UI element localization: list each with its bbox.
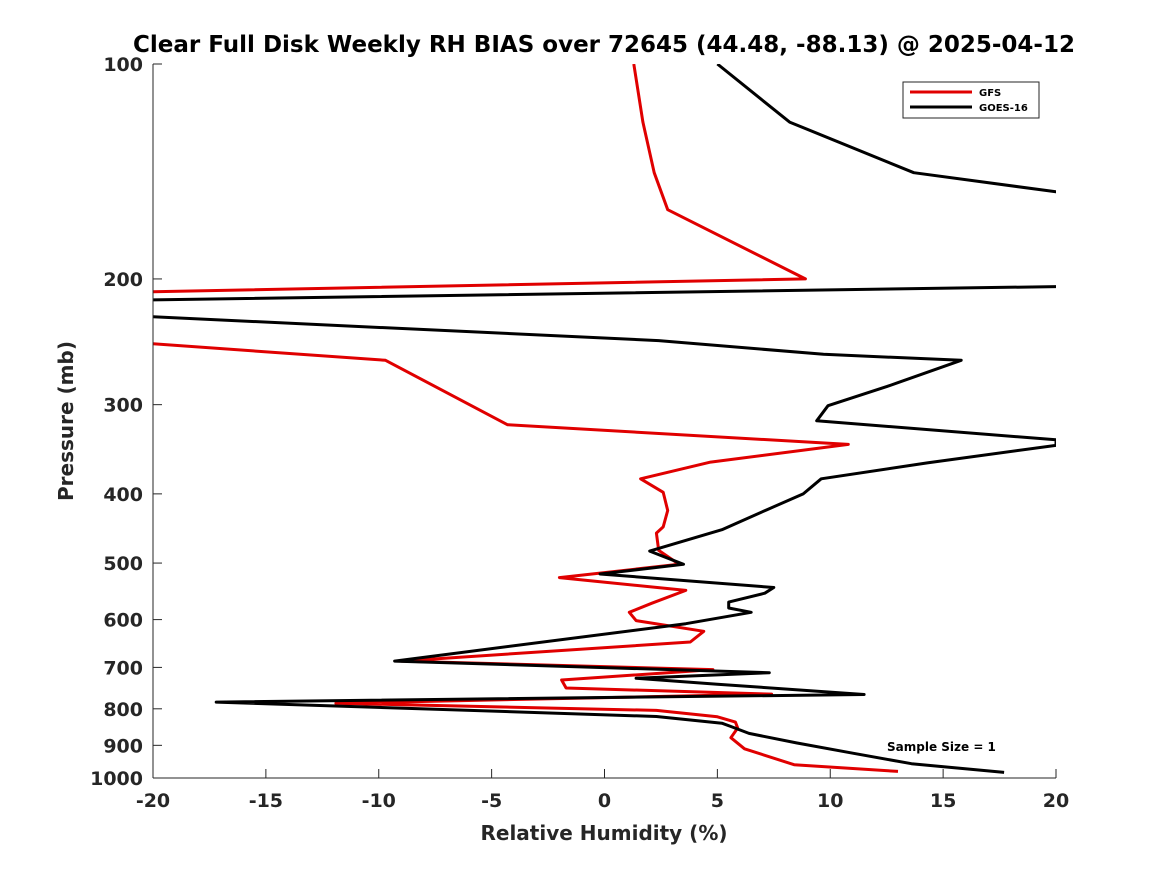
y-tick-label: 900 — [103, 735, 143, 757]
plot-frame — [153, 64, 1056, 778]
series-line-goes16 — [153, 64, 1056, 774]
y-tick-label: 200 — [103, 269, 143, 291]
plot-area — [153, 64, 1056, 774]
y-tick-label: 300 — [103, 395, 143, 417]
y-axis-label: Pressure (mb) — [54, 341, 78, 501]
legend-box — [902, 81, 1040, 119]
x-tick-label: 15 — [930, 790, 956, 812]
x-tick-label: 20 — [1043, 790, 1069, 812]
x-tick-label: -10 — [362, 790, 396, 812]
x-tick-label: 0 — [598, 790, 611, 812]
chart-title: Clear Full Disk Weekly RH BIAS over 7264… — [133, 32, 1075, 58]
x-axis-label: Relative Humidity (%) — [480, 821, 727, 845]
y-tick-label: 1000 — [90, 768, 143, 790]
y-tick-label: 400 — [103, 484, 143, 506]
series-line-gfs — [153, 64, 899, 773]
y-tick-label: 100 — [103, 54, 143, 76]
legend: GFS GOES-16 — [902, 81, 1040, 119]
sample-size-annotation: Sample Size = 1 — [887, 740, 996, 754]
x-tick-label: -5 — [481, 790, 502, 812]
y-tick-label: 500 — [103, 553, 143, 575]
legend-label-gfs: GFS — [979, 88, 1001, 99]
x-tick-label: -20 — [136, 790, 170, 812]
y-axis-ticks: 100 200 300 400 500 600 700 800 900 1000 — [90, 54, 162, 790]
y-tick-label: 800 — [103, 699, 143, 721]
x-tick-label: 5 — [711, 790, 724, 812]
x-tick-label: -15 — [249, 790, 283, 812]
x-tick-label: 10 — [817, 790, 843, 812]
y-tick-label: 700 — [103, 657, 143, 679]
legend-label-goes16: GOES-16 — [979, 103, 1028, 114]
y-tick-label: 600 — [103, 610, 143, 632]
x-axis-ticks: -20 -15 -10 -5 0 5 10 15 20 — [136, 769, 1069, 812]
